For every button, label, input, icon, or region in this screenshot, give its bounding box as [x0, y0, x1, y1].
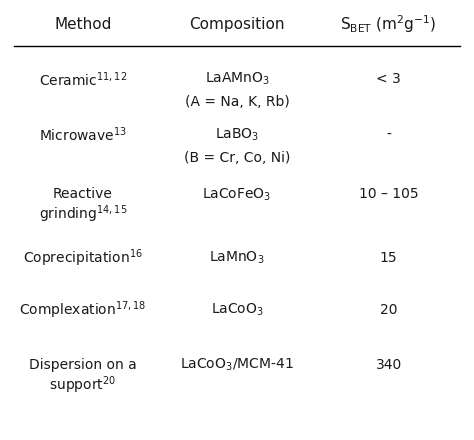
Text: 10 – 105: 10 – 105 [359, 187, 419, 202]
Text: Microwave$^{13}$: Microwave$^{13}$ [39, 126, 127, 144]
Text: Reactive: Reactive [53, 187, 113, 202]
Text: LaCoFeO$_3$: LaCoFeO$_3$ [202, 186, 272, 203]
Text: (B = Cr, Co, Ni): (B = Cr, Co, Ni) [184, 151, 290, 165]
Text: Dispersion on a: Dispersion on a [29, 358, 137, 372]
Text: LaMnO$_3$: LaMnO$_3$ [210, 250, 264, 267]
Text: Complexation$^{17,18}$: Complexation$^{17,18}$ [19, 299, 146, 321]
Text: 15: 15 [380, 251, 398, 265]
Text: LaBO$_3$: LaBO$_3$ [215, 127, 259, 143]
Text: Composition: Composition [189, 17, 285, 32]
Text: grinding$^{14,15}$: grinding$^{14,15}$ [39, 203, 127, 225]
Text: Coprecipitation$^{16}$: Coprecipitation$^{16}$ [23, 247, 143, 269]
Text: -: - [386, 128, 391, 142]
Text: support$^{20}$: support$^{20}$ [49, 374, 117, 396]
Text: Ceramic$^{11, 12}$: Ceramic$^{11, 12}$ [39, 70, 127, 88]
Text: Method: Method [54, 17, 112, 32]
Text: LaCoO$_3$: LaCoO$_3$ [210, 302, 264, 319]
Text: LaAMnO$_3$: LaAMnO$_3$ [205, 71, 269, 88]
Text: (A = Na, K, Rb): (A = Na, K, Rb) [185, 95, 289, 109]
Text: S$_{\mathregular{BET}}$ (m$^{2}$g$^{-1}$): S$_{\mathregular{BET}}$ (m$^{2}$g$^{-1}$… [340, 13, 437, 35]
Text: LaCoO$_3$/MCM-41: LaCoO$_3$/MCM-41 [180, 357, 294, 374]
Text: 20: 20 [380, 303, 397, 317]
Text: 340: 340 [375, 358, 402, 372]
Text: < 3: < 3 [376, 72, 401, 86]
